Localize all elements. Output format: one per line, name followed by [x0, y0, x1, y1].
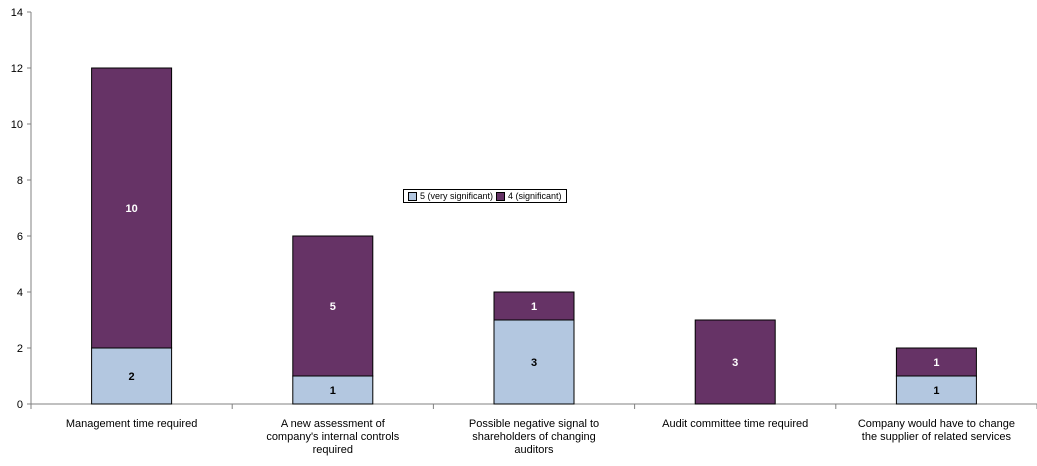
- bars: [91, 67, 977, 405]
- legend-swatch-significant: [496, 191, 506, 201]
- data-label: 3: [531, 357, 537, 369]
- data-label: 1: [531, 301, 537, 313]
- legend-label-significant: 4 (significant): [508, 191, 562, 201]
- x-category-label: Company would have to change the supplier…: [858, 418, 1015, 443]
- bar-segment: [91, 347, 173, 405]
- y-tick-label: 0: [17, 399, 23, 411]
- bar-segment: [694, 319, 776, 405]
- y-tick-label: 6: [17, 231, 23, 243]
- y-tick-label: 4: [17, 287, 23, 299]
- bar-segment: [493, 291, 575, 321]
- data-label: 2: [129, 371, 135, 383]
- bar-segment: [493, 319, 575, 405]
- legend: 5 (very significant) 4 (significant): [403, 189, 567, 203]
- bar-segment: [895, 347, 977, 377]
- data-label: 5: [330, 301, 336, 313]
- y-tick-label: 8: [17, 175, 23, 187]
- bar-segment: [91, 67, 173, 349]
- y-tick-label: 12: [11, 63, 23, 75]
- data-label: 10: [125, 203, 137, 215]
- y-tick-label: 14: [11, 7, 23, 19]
- bar-segment: [292, 375, 374, 405]
- data-label: 1: [933, 385, 939, 397]
- y-tick-label: 10: [11, 119, 23, 131]
- labels: Management time required A new assessment…: [66, 203, 1015, 456]
- x-category-label: A new assessment of company's internal co…: [266, 418, 399, 456]
- x-category-label: Audit committee time required: [662, 418, 808, 430]
- x-category-label: Possible negative signal to shareholders …: [469, 418, 599, 456]
- x-category-label: Management time required: [66, 418, 197, 430]
- legend-swatch-very-significant: [408, 191, 417, 201]
- legend-label-very-significant: 5 (very significant): [420, 191, 494, 201]
- data-label: 1: [330, 385, 336, 397]
- bar-segment: [292, 235, 374, 377]
- y-tick-label: 2: [17, 343, 23, 355]
- bar-segment: [895, 375, 977, 405]
- data-label: 1: [933, 357, 939, 369]
- data-label: 3: [732, 357, 738, 369]
